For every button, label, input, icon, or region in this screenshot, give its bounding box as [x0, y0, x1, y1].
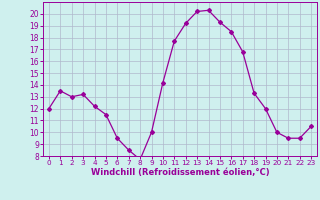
X-axis label: Windchill (Refroidissement éolien,°C): Windchill (Refroidissement éolien,°C) — [91, 168, 269, 177]
